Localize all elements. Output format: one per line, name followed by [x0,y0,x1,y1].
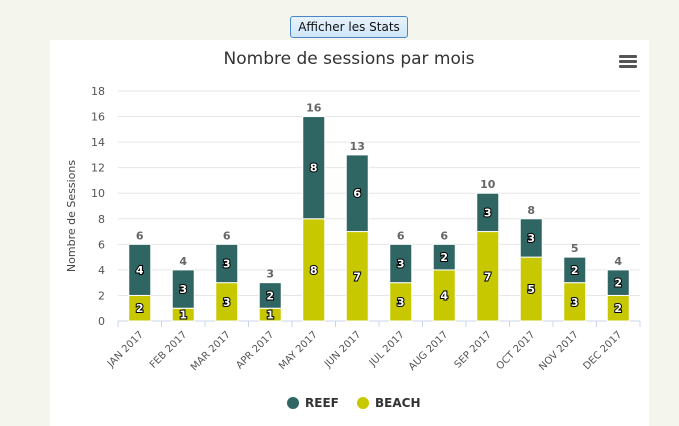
data-label-beach: 4 [440,289,448,302]
data-label-total: 6 [223,229,231,242]
data-label-total: 10 [480,178,496,191]
y-tick-label: 10 [91,187,105,200]
x-tick-label: JUL 2017 [367,329,407,369]
data-label-beach: 8 [310,264,318,277]
y-tick-label: 0 [98,315,105,328]
x-tick-label: JAN 2017 [105,329,146,370]
bar-reef[interactable] [302,116,326,220]
bar-reef[interactable] [171,269,195,309]
x-tick-label: APR 2017 [234,329,276,371]
x-tick-label: OCT 2017 [495,329,538,372]
y-tick-label: 6 [98,238,105,251]
data-label-reef: 3 [527,232,535,245]
data-label-beach: 3 [397,296,405,309]
bar-reef[interactable] [215,243,239,284]
data-label-reef: 2 [266,289,274,302]
bar-reef[interactable] [128,243,152,296]
legend-marker-icon [287,397,299,409]
hamburger-menu-icon[interactable] [619,55,637,69]
x-tick-label: JUN 2017 [322,329,363,370]
data-label-total: 8 [527,204,535,217]
data-label-reef: 3 [397,258,405,271]
show-stats-button[interactable]: Afficher les Stats [290,16,408,38]
data-label-beach: 3 [223,296,231,309]
data-label-reef: 3 [223,258,231,271]
chart-title: Nombre de sessions par mois [224,49,475,69]
data-label-reef: 2 [440,251,448,264]
data-label-beach: 1 [266,309,274,322]
data-label-reef: 4 [136,264,144,277]
data-label-total: 6 [440,229,448,242]
y-tick-label: 14 [91,136,105,149]
y-axis-label: Nombre de Sessions [65,160,78,272]
data-label-total: 6 [397,229,405,242]
data-label-reef: 2 [614,277,622,290]
x-tick-label: FEB 2017 [148,329,189,370]
y-tick-label: 4 [98,264,105,277]
data-label-reef: 3 [484,206,492,219]
x-tick-label: DEC 2017 [581,329,624,372]
data-label-beach: 2 [136,302,144,315]
x-tick-label: MAR 2017 [189,329,233,373]
legend-label: REEF [305,396,339,410]
data-label-total: 4 [614,255,622,268]
legend-marker-icon [357,397,369,409]
data-label-beach: 5 [527,283,535,296]
bar-reef[interactable] [345,154,369,233]
bar-reef[interactable] [563,256,587,284]
bar-reef[interactable] [389,243,413,284]
legend-item-beach[interactable]: BEACH [357,396,420,410]
bar-reef[interactable] [476,192,500,233]
legend-item-reef[interactable]: REEF [287,396,339,410]
data-label-reef: 3 [179,283,187,296]
y-tick-label: 8 [98,213,105,226]
data-label-reef: 2 [571,264,579,277]
x-tick-label: MAY 2017 [277,329,320,372]
bar-reef[interactable] [519,218,543,258]
data-label-reef: 6 [353,187,361,200]
data-label-total: 16 [306,102,322,115]
data-label-total: 13 [350,140,365,153]
legend-label: BEACH [375,396,420,410]
x-tick-label: AUG 2017 [407,329,451,373]
data-label-reef: 8 [310,162,318,175]
y-tick-label: 12 [91,162,105,175]
data-label-beach: 1 [179,309,187,322]
data-label-beach: 7 [353,270,361,283]
data-label-total: 4 [179,255,187,268]
bar-reef[interactable] [258,282,282,309]
y-tick-label: 18 [91,85,105,98]
x-tick-label: SEP 2017 [453,329,494,370]
data-label-beach: 2 [614,302,622,315]
data-label-beach: 3 [571,296,579,309]
y-tick-label: 16 [91,111,105,124]
data-label-beach: 7 [484,270,492,283]
chart-container: Nombre de sessions par mois 0 2 4 6 8 10 12 14 1… [50,40,649,426]
data-label-total: 5 [571,242,579,255]
bar-reef[interactable] [606,269,630,296]
sessions-bar-chart: Nombre de sessions par mois 024681012141… [65,49,641,410]
y-tick-label: 2 [98,289,105,302]
bar-reef[interactable] [432,243,456,271]
x-tick-label: NOV 2017 [537,329,581,373]
data-label-total: 3 [266,268,274,281]
data-label-total: 6 [136,229,144,242]
